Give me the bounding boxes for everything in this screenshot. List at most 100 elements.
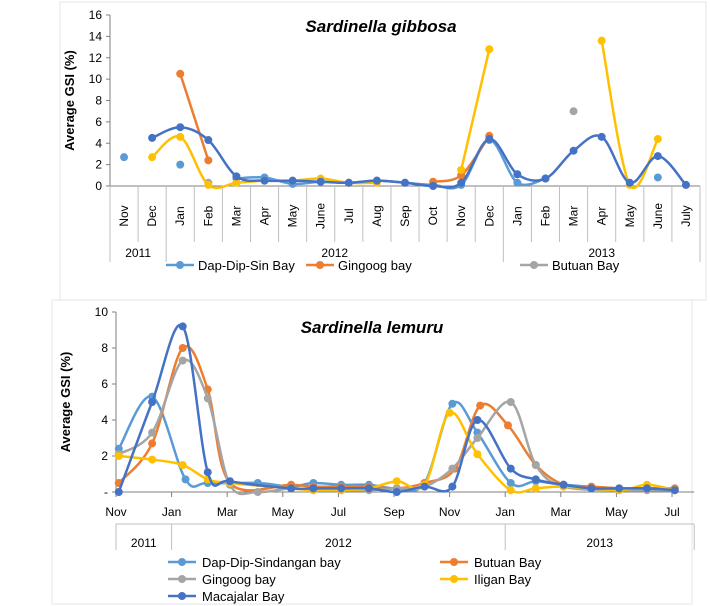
data-point xyxy=(178,356,187,365)
data-point xyxy=(653,173,662,182)
y-tick-label: 6 xyxy=(101,377,108,391)
data-point xyxy=(448,482,457,491)
data-point xyxy=(597,132,606,141)
data-point xyxy=(473,416,482,424)
series-line xyxy=(459,48,491,171)
y-tick-label: 2 xyxy=(101,449,108,463)
x-tick-label: Jan xyxy=(173,206,187,225)
x-tick-label: Jul xyxy=(342,208,356,223)
y-axis-label: Average GSI (%) xyxy=(58,352,73,453)
data-point xyxy=(569,107,578,116)
legend-marker xyxy=(178,575,186,583)
data-point xyxy=(531,484,540,493)
data-point xyxy=(587,484,596,493)
legend-label: Butuan Bay xyxy=(552,258,620,273)
y-tick-label: 0 xyxy=(95,179,102,193)
data-point xyxy=(204,136,213,145)
x-tick-label: Jul xyxy=(664,505,679,519)
data-point xyxy=(148,153,157,162)
data-point xyxy=(625,178,634,187)
data-point xyxy=(120,153,129,162)
x-tick-label: Nov xyxy=(105,505,126,519)
data-point xyxy=(457,165,466,174)
x-tick-label: July xyxy=(679,205,693,226)
data-point xyxy=(559,480,568,489)
data-point xyxy=(506,479,515,487)
data-point xyxy=(642,484,651,493)
x-tick-label: Apr xyxy=(258,207,272,226)
data-point xyxy=(392,488,401,496)
y-tick-label: 4 xyxy=(95,136,102,150)
data-point xyxy=(178,322,187,331)
data-point xyxy=(114,488,123,496)
data-point xyxy=(287,484,296,493)
legend-label: Dap-Dip-Sin Bay xyxy=(198,258,295,273)
x-tick-label: Jan xyxy=(162,505,181,519)
y-tick-label: 8 xyxy=(95,94,102,108)
x-tick-label: Mar xyxy=(217,505,238,519)
data-point xyxy=(615,484,624,493)
data-point xyxy=(653,152,662,161)
legend-label: Macajalar Bay xyxy=(202,589,285,604)
legend-marker xyxy=(530,261,538,269)
data-point xyxy=(506,464,515,473)
data-point xyxy=(204,156,213,165)
data-point xyxy=(445,408,454,417)
data-point xyxy=(176,160,185,169)
year-label: 2012 xyxy=(321,246,348,260)
data-point xyxy=(448,399,457,408)
y-tick-label: 4 xyxy=(101,413,108,427)
x-tick-label: May xyxy=(271,505,294,519)
chart-title: Sardinella gibbosa xyxy=(305,17,456,36)
data-point xyxy=(364,484,373,493)
data-point xyxy=(176,123,185,132)
data-point xyxy=(203,394,212,403)
y-tick-label: 2 xyxy=(95,158,102,172)
data-point xyxy=(597,36,606,45)
y-tick-label: 10 xyxy=(95,305,109,319)
x-tick-label: Dec xyxy=(482,205,496,226)
y-tick-label: - xyxy=(104,485,108,499)
year-label: 2011 xyxy=(125,246,151,260)
x-tick-label: Mar xyxy=(229,206,243,227)
data-point xyxy=(506,398,515,406)
data-point xyxy=(148,398,157,406)
x-tick-label: Feb xyxy=(201,205,215,226)
data-point xyxy=(372,176,381,185)
data-point xyxy=(448,464,457,473)
data-point xyxy=(653,134,662,143)
x-tick-label: Sep xyxy=(398,205,412,227)
x-tick-label: June xyxy=(314,203,328,229)
legend-marker xyxy=(450,575,458,583)
x-tick-label: Mar xyxy=(550,505,571,519)
data-point xyxy=(503,421,512,430)
data-point xyxy=(513,178,522,187)
legend-marker xyxy=(316,261,324,269)
y-tick-label: 10 xyxy=(89,72,103,86)
x-tick-label: Nov xyxy=(439,505,460,519)
x-tick-label: Dec xyxy=(145,205,159,226)
data-point xyxy=(457,178,466,187)
x-tick-label: Feb xyxy=(538,205,552,226)
x-tick-label: Jan xyxy=(496,505,515,519)
chart-sardinella-lemuru: - 2 4 6 8 10 Nov Jan Mar May Jul Sep Nov Jan Mar May Jul… xyxy=(58,305,695,604)
x-tick-label: Apr xyxy=(595,207,609,226)
data-point xyxy=(337,484,346,493)
x-tick-label: Mar xyxy=(567,206,581,227)
x-tick-label: May xyxy=(286,205,300,228)
chart-title: Sardinella lemuru xyxy=(301,318,444,337)
x-tick-label: Jul xyxy=(331,505,346,519)
legend-marker xyxy=(178,592,186,600)
x-tick-label: May xyxy=(605,505,628,519)
data-point xyxy=(569,146,578,155)
data-point xyxy=(309,484,318,493)
data-point xyxy=(513,170,522,179)
data-point xyxy=(260,176,269,185)
legend-label: Dap-Dip-Sindangan bay xyxy=(202,555,341,570)
year-label: 2013 xyxy=(586,536,613,550)
data-point xyxy=(225,477,234,486)
x-tick-label: Oct xyxy=(426,206,440,225)
x-tick-label: May xyxy=(623,205,637,228)
year-label: 2012 xyxy=(325,536,352,550)
